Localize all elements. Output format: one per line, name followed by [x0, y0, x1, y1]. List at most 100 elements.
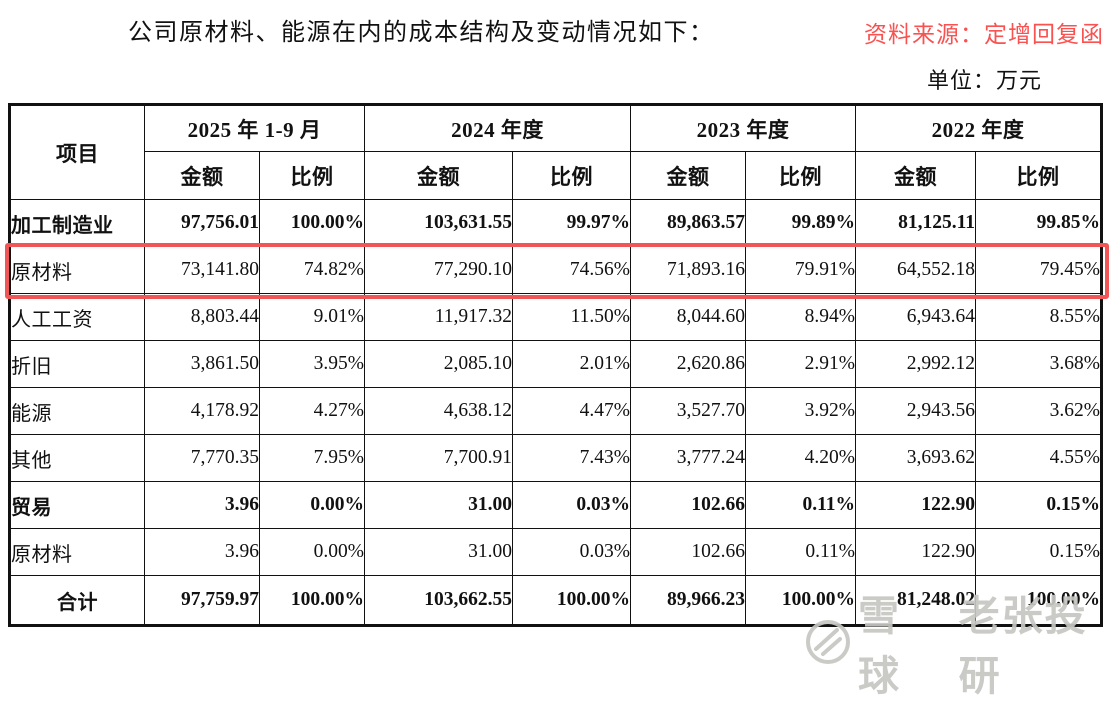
amount-cell: 102.66 — [630, 528, 746, 576]
amount-cell: 97,756.01 — [144, 199, 260, 247]
row-label: 其他 — [9, 434, 145, 482]
amount-cell: 7,770.35 — [144, 434, 260, 482]
ratio-cell: 4.55% — [975, 434, 1102, 482]
ratio-cell: 100.00% — [745, 575, 856, 626]
amount-cell: 89,966.23 — [630, 575, 746, 626]
cost-structure-table: 项目 2025 年 1-9 月 2024 年度 2023 年度 2022 年度 … — [8, 103, 1103, 627]
ratio-cell: 100.00% — [975, 575, 1102, 626]
amount-cell: 2,620.86 — [630, 340, 746, 388]
source-note: 资料来源：定增回复函 — [864, 22, 1104, 47]
amount-cell: 7,700.91 — [364, 434, 513, 482]
amount-cell: 81,125.11 — [855, 199, 976, 247]
ratio-cell: 74.56% — [512, 246, 631, 294]
amount-cell: 103,662.55 — [364, 575, 513, 626]
amount-cell: 122.90 — [855, 481, 976, 529]
row-label: 原材料 — [9, 246, 145, 294]
amount-cell: 3,777.24 — [630, 434, 746, 482]
amount-cell: 31.00 — [364, 481, 513, 529]
ratio-cell: 0.15% — [975, 528, 1102, 576]
amount-subheader: 金额 — [144, 151, 260, 200]
amount-cell: 71,893.16 — [630, 246, 746, 294]
ratio-cell: 4.27% — [259, 387, 365, 435]
table-header-periods: 项目 2025 年 1-9 月 2024 年度 2023 年度 2022 年度 — [9, 104, 1102, 200]
amount-cell: 3,693.62 — [855, 434, 976, 482]
ratio-cell: 7.95% — [259, 434, 365, 482]
unit-note: 单位：万元 — [926, 68, 1042, 93]
ratio-cell: 100.00% — [259, 575, 365, 626]
amount-cell: 8,044.60 — [630, 293, 746, 341]
amount-cell: 73,141.80 — [144, 246, 260, 294]
cost-structure-table-wrap: 项目 2025 年 1-9 月 2024 年度 2023 年度 2022 年度 … — [5, 103, 1109, 627]
ratio-cell: 8.55% — [975, 293, 1102, 341]
ratio-cell: 0.03% — [512, 481, 631, 529]
ratio-cell: 3.62% — [975, 387, 1102, 435]
amount-cell: 77,290.10 — [364, 246, 513, 294]
amount-cell: 8,803.44 — [144, 293, 260, 341]
amount-cell: 3,527.70 — [630, 387, 746, 435]
amount-cell: 3,861.50 — [144, 340, 260, 388]
ratio-cell: 8.94% — [745, 293, 856, 341]
amount-cell: 81,248.02 — [855, 575, 976, 626]
amount-cell: 2,992.12 — [855, 340, 976, 388]
ratio-cell: 4.20% — [745, 434, 856, 482]
ratio-cell: 0.00% — [259, 528, 365, 576]
period-header-2025: 2025 年 1-9 月 — [144, 104, 365, 152]
table-row: 加工制造业 97,756.01 100.00% 103,631.55 99.97… — [9, 199, 1102, 247]
ratio-cell: 100.00% — [259, 199, 365, 247]
table-row: 折旧 3,861.50 3.95% 2,085.10 2.01% 2,620.8… — [9, 340, 1102, 388]
amount-cell: 64,552.18 — [855, 246, 976, 294]
amount-cell: 11,917.32 — [364, 293, 513, 341]
ratio-cell: 11.50% — [512, 293, 631, 341]
ratio-cell: 0.11% — [745, 528, 856, 576]
table-header-subcolumns: 金额 比例 金额 比例 金额 比例 金额 比例 — [10, 151, 1102, 200]
amount-cell: 2,943.56 — [855, 387, 976, 435]
amount-subheader: 金额 — [630, 151, 746, 200]
amount-cell: 6,943.64 — [855, 293, 976, 341]
ratio-cell: 79.45% — [975, 246, 1102, 294]
row-label: 折旧 — [9, 340, 145, 388]
amount-cell: 3.96 — [144, 481, 260, 529]
amount-cell: 97,759.97 — [144, 575, 260, 626]
row-label: 人工工资 — [9, 293, 145, 341]
amount-cell: 89,863.57 — [630, 199, 746, 247]
row-label: 加工制造业 — [9, 199, 145, 247]
ratio-subheader: 比例 — [512, 151, 631, 200]
table-row: 贸易 3.96 0.00% 31.00 0.03% 102.66 0.11% 1… — [9, 481, 1102, 529]
ratio-subheader: 比例 — [745, 151, 856, 200]
ratio-cell: 0.11% — [745, 481, 856, 529]
amount-subheader: 金额 — [855, 151, 976, 200]
ratio-cell: 79.91% — [745, 246, 856, 294]
document-title: 公司原材料、能源在内的成本结构及变动情况如下： — [128, 20, 715, 46]
ratio-cell: 0.03% — [512, 528, 631, 576]
row-label: 能源 — [9, 387, 145, 435]
ratio-cell: 3.95% — [259, 340, 365, 388]
period-header-2023: 2023 年度 — [630, 104, 856, 152]
amount-subheader: 金额 — [364, 151, 513, 200]
amount-cell: 4,178.92 — [144, 387, 260, 435]
ratio-cell: 0.15% — [975, 481, 1102, 529]
ratio-cell: 0.00% — [259, 481, 365, 529]
ratio-cell: 99.85% — [975, 199, 1102, 247]
row-label: 合计 — [9, 575, 145, 626]
ratio-cell: 3.68% — [975, 340, 1102, 388]
table-body: 加工制造业 97,756.01 100.00% 103,631.55 99.97… — [9, 199, 1102, 626]
ratio-cell: 99.89% — [745, 199, 856, 247]
amount-cell: 2,085.10 — [364, 340, 513, 388]
amount-cell: 122.90 — [855, 528, 976, 576]
table-row: 人工工资 8,803.44 9.01% 11,917.32 11.50% 8,0… — [9, 293, 1102, 341]
amount-cell: 3.96 — [144, 528, 260, 576]
ratio-subheader: 比例 — [259, 151, 365, 200]
ratio-cell: 99.97% — [512, 199, 631, 247]
row-label: 原材料 — [9, 528, 145, 576]
document-page: 公司原材料、能源在内的成本结构及变动情况如下： 资料来源：定增回复函 单位：万元… — [5, 20, 1109, 699]
table-row: 原材料 73,141.80 74.82% 77,290.10 74.56% 71… — [9, 246, 1102, 294]
ratio-cell: 3.92% — [745, 387, 856, 435]
ratio-cell: 100.00% — [512, 575, 631, 626]
ratio-cell: 2.91% — [745, 340, 856, 388]
period-header-2024: 2024 年度 — [364, 104, 631, 152]
row-label: 贸易 — [9, 481, 145, 529]
table-row: 其他 7,770.35 7.95% 7,700.91 7.43% 3,777.2… — [9, 434, 1102, 482]
ratio-subheader: 比例 — [975, 151, 1102, 200]
ratio-cell: 9.01% — [259, 293, 365, 341]
amount-cell: 102.66 — [630, 481, 746, 529]
